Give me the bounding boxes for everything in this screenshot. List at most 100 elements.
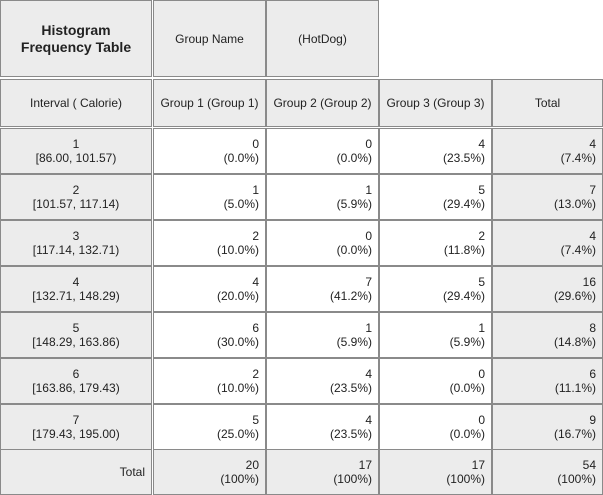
- frequency-count: 1: [365, 183, 372, 197]
- frequency-count: 5: [478, 275, 485, 289]
- frequency-percent: (0.0%): [449, 427, 485, 441]
- frequency-percent: (23.5%): [442, 151, 485, 165]
- interval-cell: 5 [148.29, 163.86): [0, 312, 152, 358]
- frequency-count: 5: [478, 183, 485, 197]
- frequency-cell-group-1: 2 (10.0%): [153, 220, 266, 266]
- frequency-cell-group-3: 0 (0.0%): [379, 358, 492, 404]
- frequency-percent: (11.8%): [443, 243, 485, 257]
- frequency-count: 4: [589, 229, 596, 243]
- total-overall: 54 (100%): [492, 449, 603, 495]
- frequency-cell-group-2: 0 (0.0%): [266, 220, 379, 266]
- frequency-count: 0: [478, 367, 485, 381]
- interval-index: 5: [72, 321, 80, 335]
- frequency-percent: (7.4%): [560, 243, 596, 257]
- interval-range: [101.57, 117.14): [32, 197, 120, 211]
- frequency-count: 1: [478, 321, 485, 335]
- table-title: Histogram Frequency Table: [0, 0, 152, 77]
- frequency-cell-total: 4 (7.4%): [492, 128, 603, 174]
- interval-index: 4: [72, 275, 80, 289]
- frequency-count: 6: [252, 321, 259, 335]
- frequency-cell-group-1: 6 (30.0%): [153, 312, 266, 358]
- frequency-count: 8: [589, 321, 596, 335]
- frequency-count: 4: [365, 413, 372, 427]
- interval-index: 7: [72, 413, 80, 427]
- frequency-percent: (29.6%): [553, 289, 596, 303]
- group-name-label-text: Group Name: [175, 31, 244, 46]
- frequency-percent: (41.2%): [329, 289, 372, 303]
- interval-range: [163.86, 179.43): [32, 381, 120, 395]
- total-overall-percent: (100%): [557, 472, 596, 486]
- column-header-group-3: Group 3 (Group 3): [379, 79, 492, 127]
- interval-index: 1: [72, 137, 80, 151]
- frequency-count: 2: [252, 367, 259, 381]
- total-group-2: 17 (100%): [266, 449, 379, 495]
- frequency-count: 2: [478, 229, 485, 243]
- frequency-count: 7: [365, 275, 372, 289]
- total-group-2-count: 17: [358, 458, 372, 472]
- frequency-percent: (5.9%): [336, 335, 372, 349]
- frequency-count: 0: [365, 137, 372, 151]
- frequency-cell-group-3: 0 (0.0%): [379, 404, 492, 450]
- interval-cell: 3 [117.14, 132.71): [0, 220, 152, 266]
- frequency-cell-group-3: 4 (23.5%): [379, 128, 492, 174]
- frequency-cell-total: 7 (13.0%): [492, 174, 603, 220]
- group-name-value-text: (HotDog): [298, 31, 347, 46]
- frequency-count: 7: [589, 183, 596, 197]
- total-group-3-count: 17: [471, 458, 485, 472]
- frequency-count: 6: [589, 367, 596, 381]
- frequency-cell-group-2: 4 (23.5%): [266, 358, 379, 404]
- interval-cell: 2 [101.57, 117.14): [0, 174, 152, 220]
- frequency-cell-group-2: 7 (41.2%): [266, 266, 379, 312]
- interval-range: [86.00, 101.57): [35, 151, 117, 165]
- frequency-count: 4: [365, 367, 372, 381]
- frequency-cell-group-1: 0 (0.0%): [153, 128, 266, 174]
- group-name-label: Group Name: [153, 0, 266, 77]
- frequency-percent: (7.4%): [560, 151, 596, 165]
- frequency-count: 1: [365, 321, 372, 335]
- total-row-label: Total: [0, 449, 152, 495]
- total-group-3-percent: (100%): [446, 472, 485, 486]
- frequency-cell-total: 8 (14.8%): [492, 312, 603, 358]
- total-group-1-count: 20: [245, 458, 259, 472]
- frequency-percent: (0.0%): [336, 151, 372, 165]
- frequency-count: 0: [252, 137, 259, 151]
- column-header-group-3-text: Group 3 (Group 3): [386, 96, 485, 110]
- frequency-percent: (0.0%): [449, 381, 485, 395]
- frequency-percent: (13.0%): [553, 197, 596, 211]
- frequency-cell-group-2: 1 (5.9%): [266, 174, 379, 220]
- frequency-percent: (11.1%): [554, 381, 596, 395]
- interval-index: 6: [72, 367, 80, 381]
- column-header-total: Total: [492, 79, 603, 127]
- frequency-count: 0: [365, 229, 372, 243]
- total-overall-count: 54: [582, 458, 596, 472]
- column-header-group-1: Group 1 (Group 1): [153, 79, 266, 127]
- interval-index: 2: [72, 183, 80, 197]
- interval-cell: 4 [132.71, 148.29): [0, 266, 152, 312]
- total-row-label-text: Total: [119, 465, 145, 479]
- frequency-cell-total: 4 (7.4%): [492, 220, 603, 266]
- frequency-percent: (10.0%): [216, 381, 259, 395]
- frequency-cell-group-3: 2 (11.8%): [379, 220, 492, 266]
- frequency-count: 5: [252, 413, 259, 427]
- frequency-percent: (25.0%): [216, 427, 259, 441]
- frequency-percent: (14.8%): [553, 335, 596, 349]
- frequency-cell-total: 16 (29.6%): [492, 266, 603, 312]
- frequency-count: 16: [582, 275, 596, 289]
- frequency-percent: (5.0%): [223, 197, 259, 211]
- column-header-group-1-text: Group 1 (Group 1): [160, 96, 259, 110]
- frequency-percent: (29.4%): [442, 197, 485, 211]
- frequency-cell-group-1: 1 (5.0%): [153, 174, 266, 220]
- frequency-cell-group-3: 5 (29.4%): [379, 174, 492, 220]
- frequency-percent: (0.0%): [336, 243, 372, 257]
- frequency-cell-group-2: 0 (0.0%): [266, 128, 379, 174]
- frequency-cell-group-3: 5 (29.4%): [379, 266, 492, 312]
- frequency-percent: (29.4%): [442, 289, 485, 303]
- interval-range: [148.29, 163.86): [32, 335, 120, 349]
- frequency-percent: (30.0%): [216, 335, 259, 349]
- total-group-1-percent: (100%): [220, 472, 259, 486]
- total-group-1: 20 (100%): [153, 449, 266, 495]
- table-title-line1: Histogram: [41, 21, 111, 38]
- interval-range: [179.43, 195.00): [32, 427, 120, 441]
- frequency-count: 9: [589, 413, 596, 427]
- column-header-total-text: Total: [534, 96, 561, 110]
